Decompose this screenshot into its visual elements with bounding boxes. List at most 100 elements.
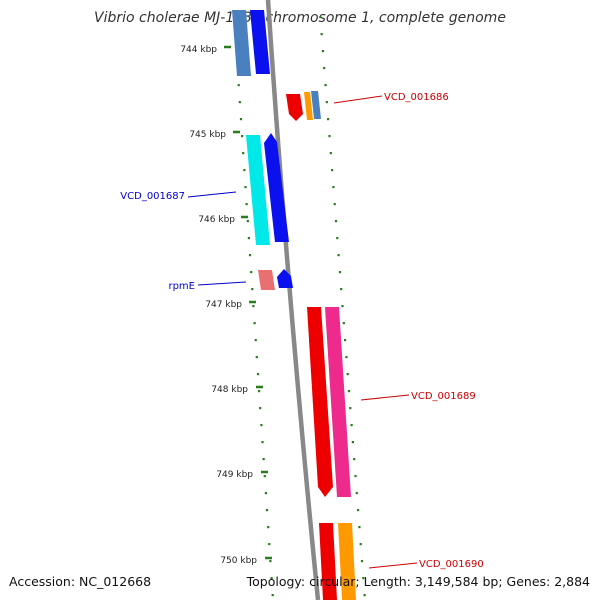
map-title: Vibrio cholerae MJ-1236 chromosome 1, co… <box>94 10 506 26</box>
ring-dot <box>344 339 347 342</box>
ring-dot <box>246 220 249 223</box>
ring-dot <box>253 322 256 325</box>
gene-label-vcd001686[interactable]: VCD_001686 <box>333 92 449 104</box>
ring-dot <box>252 305 255 308</box>
genome-summary-text: Topology: circular; Length: 3,149,584 bp… <box>246 574 590 589</box>
gene-feature-steelblue-top[interactable] <box>232 10 251 76</box>
ring-dot <box>261 441 264 444</box>
ring-dot <box>237 84 240 87</box>
ring-dot <box>238 101 241 104</box>
kbp-tick-744: 744 kbp <box>180 45 231 55</box>
kbp-tick-747: 747 kbp <box>205 300 256 310</box>
ring-dot <box>239 118 243 121</box>
ring-dot <box>346 373 349 376</box>
tick-label-744: 744 kbp <box>180 45 217 55</box>
ring-dot <box>362 577 365 580</box>
gene-feature-red-vcd001686[interactable] <box>286 94 303 121</box>
gene-feature-rpme[interactable] <box>258 270 275 290</box>
ring-dot <box>329 152 332 155</box>
ring-dot <box>254 339 257 342</box>
ring-dot <box>355 492 358 495</box>
ring-dot <box>270 577 273 580</box>
ring-dot <box>363 594 366 597</box>
gene-feature-blue-vcd001687[interactable] <box>264 133 289 242</box>
ring-dot <box>267 526 270 529</box>
ring-dot <box>269 560 272 563</box>
gene-feature-cyan-vcd001687[interactable] <box>246 135 270 245</box>
ring-dot <box>360 560 364 563</box>
gene-feature-steelblue-vcd001686[interactable] <box>311 91 321 119</box>
gene-label-text: VCD_001690 <box>419 559 484 570</box>
gene-label-text: VCD_001689 <box>411 391 476 402</box>
gene-feature-orange-vcd001686[interactable] <box>304 92 313 120</box>
ring-dot <box>250 271 253 274</box>
ring-dot <box>320 33 323 36</box>
tick-label-748: 748 kbp <box>211 385 248 395</box>
ring-dot <box>256 373 260 376</box>
ring-dot <box>342 322 345 325</box>
tick-label-745: 745 kbp <box>189 130 226 140</box>
gene-feature-orange-vcd001690[interactable] <box>338 523 356 600</box>
ring-dot <box>334 220 338 223</box>
ring-dot <box>327 118 330 121</box>
gene-label-text: rpmE <box>168 281 195 292</box>
tick-label-749: 749 kbp <box>216 470 253 480</box>
ring-dot <box>242 152 245 155</box>
ring-dot <box>350 424 353 427</box>
ring-dot <box>245 203 248 206</box>
ring-dot <box>337 254 340 257</box>
gene-label-text: VCD_001686 <box>384 92 449 103</box>
ring-dot <box>260 424 263 427</box>
ring-dot <box>351 441 354 444</box>
tick-label-747: 747 kbp <box>205 300 242 310</box>
ring-dot <box>323 67 326 70</box>
ring-dot <box>319 16 322 19</box>
gene-feature-blue-rpme[interactable] <box>277 269 293 288</box>
ring-dot <box>255 356 258 359</box>
gene-feature-red-vcd001690[interactable] <box>319 523 337 600</box>
kbp-tick-746: 746 kbp <box>198 215 248 225</box>
ring-dot <box>321 50 324 53</box>
kbp-tick-748: 748 kbp <box>211 385 263 395</box>
tick-label-750: 750 kbp <box>220 556 257 566</box>
gene-label-vcd001690[interactable]: VCD_001690 <box>368 559 484 570</box>
ring-dot <box>324 84 327 87</box>
ring-dot <box>251 288 254 291</box>
tick-label-746: 746 kbp <box>198 215 235 225</box>
gene-label-rpme[interactable]: rpmE <box>168 281 247 292</box>
ring-dot <box>331 169 334 172</box>
ring-dot <box>353 458 356 461</box>
accession-text: Accession: NC_012668 <box>9 574 152 589</box>
ring-dot <box>244 186 247 189</box>
ring-dot <box>358 526 361 529</box>
ring-dot <box>333 203 336 206</box>
ring-dot <box>340 288 343 291</box>
gene-label-vcd001689[interactable]: VCD_001689 <box>360 391 476 402</box>
ring-dot <box>264 492 267 495</box>
gene-label-vcd001687[interactable]: VCD_001687 <box>120 191 237 202</box>
ring-dot <box>341 305 344 308</box>
ring-dot <box>258 390 261 393</box>
ring-dot <box>268 543 271 546</box>
gene-feature-pink-vcd001689[interactable] <box>325 307 351 497</box>
ring-dot <box>328 135 331 138</box>
ring-dot <box>265 509 269 512</box>
kbp-tick-745: 745 kbp <box>189 130 240 140</box>
kbp-tick-750: 750 kbp <box>220 556 272 566</box>
ring-dot <box>271 594 274 597</box>
ring-dot <box>259 407 262 410</box>
gene-feature-red-vcd001689[interactable] <box>307 307 333 497</box>
ring-dot <box>262 458 265 461</box>
ring-dot <box>243 169 246 172</box>
ring-dot <box>354 475 357 478</box>
kbp-tick-749: 749 kbp <box>216 470 268 480</box>
ring-dot <box>332 186 335 189</box>
outer-dotted-ring <box>319 16 366 597</box>
gene-feature-blue-top[interactable] <box>250 10 270 74</box>
ring-dot <box>263 475 266 478</box>
gene-label-text: VCD_001687 <box>120 191 185 202</box>
chromosome-backbone <box>265 0 321 600</box>
ring-dot <box>345 356 348 359</box>
